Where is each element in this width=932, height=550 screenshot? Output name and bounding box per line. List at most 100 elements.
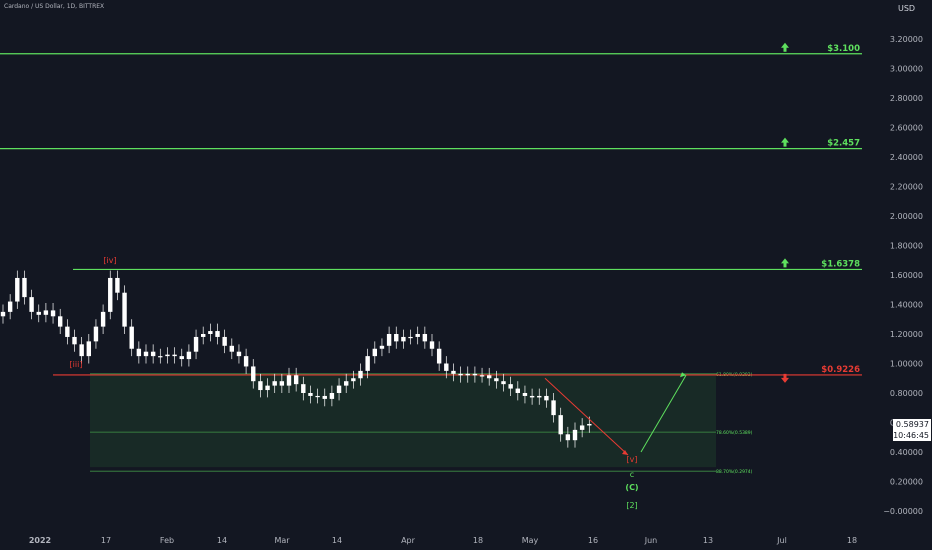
y-tick-label: 0.80000 [890, 389, 923, 398]
last-price-value: 0.58937 [895, 420, 929, 429]
up-arrow-icon [781, 258, 789, 268]
candle-body [322, 395, 327, 399]
candle-body [515, 388, 520, 393]
projection-line [640, 375, 687, 453]
candle-body [579, 425, 585, 430]
candle-body [150, 351, 156, 357]
chart-title: Cardano / US Dollar, 1D, BITTREX [4, 3, 105, 10]
down-arrow-icon [781, 373, 789, 383]
candle-body [336, 385, 342, 393]
candle-body [122, 292, 127, 327]
fib-zone [90, 373, 716, 468]
candle-body [272, 381, 277, 386]
candle-body [558, 415, 563, 435]
decline-line [544, 377, 629, 456]
bar-countdown: 10:46:45 [893, 431, 929, 440]
y-tick-label: 2.00000 [890, 212, 923, 221]
candle-body [386, 334, 392, 346]
candle-body [215, 331, 220, 337]
candle-body [522, 393, 528, 396]
candle-body [201, 334, 206, 337]
candle-body [72, 336, 77, 345]
candle-body [236, 351, 242, 357]
price-level-label: $3.100 [827, 44, 860, 54]
candle-body [415, 334, 420, 337]
x-tick-label: 16 [588, 536, 598, 545]
candle-body [258, 381, 263, 391]
x-tick-label: Feb [160, 536, 174, 545]
candle-body [451, 370, 456, 374]
candle-body [358, 370, 363, 379]
candle-body [50, 310, 56, 317]
candle-body [372, 348, 377, 357]
wave-label: [v] [627, 455, 638, 464]
candle-body [7, 301, 13, 312]
fib-level-label: 78.60%(0.5389) [716, 430, 753, 436]
y-tick-label: 0.20000 [890, 478, 923, 487]
x-tick-label: Jul [776, 536, 787, 545]
candle-body [444, 363, 449, 371]
candle-body [344, 381, 349, 386]
candle-body [115, 277, 120, 293]
y-tick-label: 1.00000 [890, 360, 923, 369]
y-tick-label: 1.20000 [890, 330, 923, 339]
candle-body [529, 395, 535, 398]
candle-body [293, 375, 299, 385]
candle-body [465, 373, 470, 376]
x-tick-label: 13 [703, 536, 713, 545]
currency-label[interactable]: USD [898, 4, 915, 13]
candle-body [422, 334, 428, 342]
candle-body [429, 341, 435, 349]
candle-body [22, 277, 27, 298]
x-tick-label: Apr [401, 536, 416, 545]
y-tick-label: 2.60000 [890, 124, 923, 133]
candle-body [251, 366, 256, 382]
candle-body [0, 311, 6, 317]
candle-body [179, 356, 184, 360]
candle-body [544, 395, 549, 401]
candle-body [329, 393, 335, 399]
y-tick-label: 2.20000 [890, 183, 923, 192]
up-arrow-icon [781, 42, 789, 52]
x-tick-label: 14 [217, 536, 227, 545]
price-level-label: $2.457 [827, 139, 860, 149]
candle-body [365, 356, 370, 371]
candle-body [308, 393, 313, 396]
candle-body [86, 341, 91, 357]
candle-body [193, 336, 199, 352]
decline-arrowhead-icon [622, 449, 628, 455]
candle-body [501, 381, 506, 385]
candle-body [79, 344, 84, 357]
candle-body [551, 400, 556, 416]
up-arrow-icon [781, 137, 789, 147]
candle-body [315, 395, 320, 398]
candle-body [165, 354, 170, 357]
y-tick-label: 0.40000 [890, 448, 923, 457]
candle-body [172, 354, 177, 357]
candle-body [279, 381, 285, 386]
wave-label: (C) [625, 483, 638, 492]
price-level-label: $0.9226 [821, 365, 860, 375]
y-tick-label: 2.80000 [890, 94, 923, 103]
x-tick-label: 18 [473, 536, 483, 545]
candle-body [229, 345, 234, 352]
candle-body [36, 311, 41, 315]
candle-body [29, 297, 34, 312]
wave-label: [iii] [70, 360, 83, 369]
candle-body [65, 326, 70, 337]
candle-body [479, 375, 485, 377]
currency-text: USD [898, 4, 916, 13]
candle-body [108, 277, 113, 312]
candle-body [587, 423, 592, 426]
x-tick-label: 2022 [29, 536, 51, 545]
candle-body [265, 385, 270, 391]
y-tick-label: 2.40000 [890, 153, 923, 162]
candle-body [158, 356, 163, 358]
wave-label: [2] [626, 501, 637, 510]
candle-body [301, 384, 306, 393]
candle-body [394, 334, 399, 342]
candle-body [43, 310, 49, 315]
candle-body [208, 331, 213, 334]
candle-body [494, 378, 499, 382]
